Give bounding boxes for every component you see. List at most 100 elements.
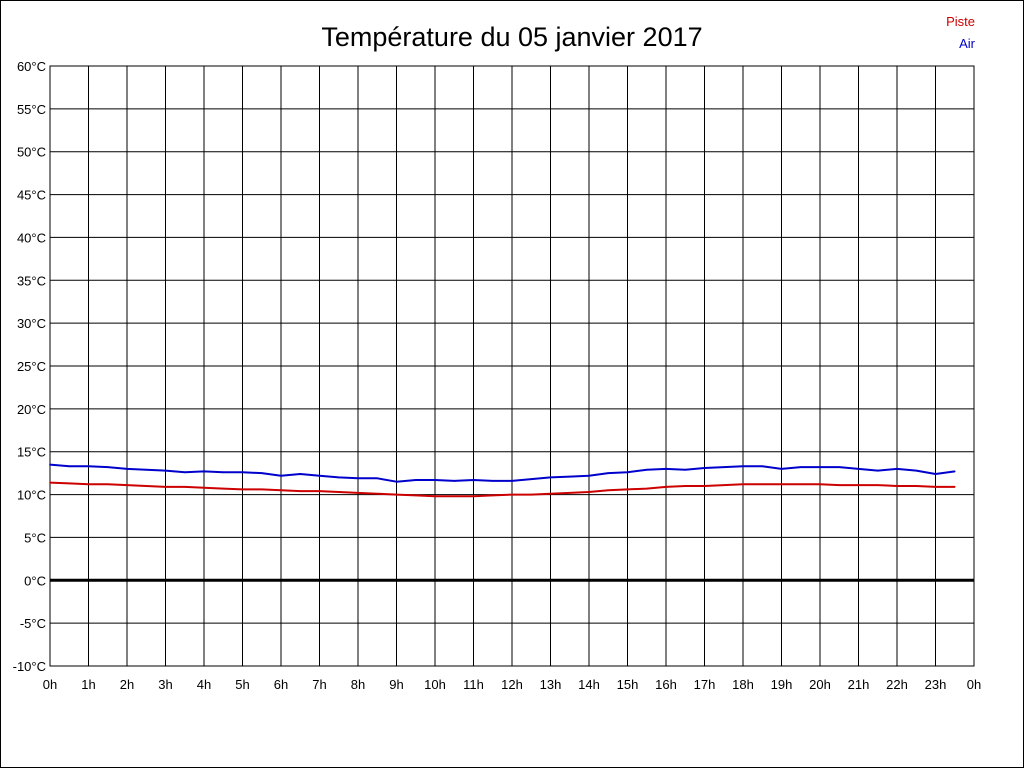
data-point-piste (896, 485, 898, 487)
data-point-piste (87, 483, 90, 486)
series-lines (49, 463, 956, 498)
data-point-air (684, 468, 687, 471)
series-line-piste (49, 481, 955, 498)
y-tick-label: 40°C (17, 230, 46, 245)
data-point-air (337, 476, 340, 479)
y-tick-label: 60°C (17, 59, 46, 74)
x-tick-label: 10h (424, 677, 446, 692)
data-point-piste (915, 485, 918, 487)
data-point-air (434, 479, 436, 481)
x-tick-label: 2h (120, 677, 134, 692)
data-point-air (164, 469, 167, 472)
data-point-piste (106, 483, 109, 486)
data-point-air (665, 468, 667, 470)
data-point-air (280, 474, 282, 477)
x-tick-label: 20h (809, 677, 831, 692)
data-point-piste (934, 486, 937, 488)
data-point-piste (645, 487, 648, 490)
data-point-air (703, 467, 706, 469)
y-tick-label: 5°C (24, 530, 46, 545)
data-point-air (549, 476, 552, 479)
data-point-air (395, 480, 398, 483)
data-point-piste (665, 486, 667, 488)
data-point-piste (876, 484, 879, 486)
data-point-air (183, 471, 186, 474)
data-point-air (876, 469, 879, 472)
x-tick-label: 16h (655, 677, 677, 692)
x-tick-label: 12h (501, 677, 523, 692)
data-point-piste (318, 490, 321, 492)
legend-entry-piste: Piste (946, 14, 975, 29)
data-point-piste (337, 491, 340, 493)
data-point-piste (68, 482, 71, 485)
legend-entry-air: Air (959, 36, 976, 51)
data-point-air (607, 472, 610, 474)
y-tick-label: -10°C (13, 659, 46, 674)
x-tick-label: 17h (694, 677, 716, 692)
data-point-air (953, 470, 956, 473)
data-point-air (742, 465, 744, 468)
x-tick-label: 9h (389, 677, 403, 692)
series-line-air (49, 463, 955, 483)
data-point-air (838, 466, 841, 468)
data-point-air (376, 477, 379, 480)
x-tick-label: 14h (578, 677, 600, 692)
data-point-air (761, 465, 764, 468)
x-tick-label: 22h (886, 677, 908, 692)
x-tick-label: 13h (540, 677, 562, 692)
data-point-piste (953, 486, 956, 488)
data-point-piste (857, 484, 860, 486)
data-point-air (241, 471, 244, 474)
data-point-air (318, 474, 321, 477)
data-point-piste (626, 488, 629, 491)
data-point-piste (183, 486, 186, 488)
data-point-air (260, 472, 263, 474)
data-point-air (49, 463, 51, 466)
data-point-piste (472, 495, 475, 498)
data-point-piste (780, 483, 783, 486)
y-tick-label: 55°C (17, 102, 46, 117)
data-point-piste (299, 490, 302, 492)
x-tick-label: 0h (43, 677, 57, 692)
data-point-piste (164, 486, 167, 488)
data-point-air (491, 480, 494, 482)
x-tick-label: 23h (925, 677, 947, 692)
data-point-air (799, 466, 802, 468)
data-point-piste (799, 483, 802, 486)
y-tick-label: 50°C (17, 145, 46, 160)
data-point-piste (145, 485, 148, 487)
data-point-piste (222, 487, 225, 490)
data-point-air (780, 468, 783, 470)
x-tick-label: 7h (312, 677, 326, 692)
y-tick-label: 0°C (24, 573, 46, 588)
y-tick-label: 45°C (17, 188, 46, 203)
y-tick-label: 10°C (17, 488, 46, 503)
data-point-air (453, 480, 456, 482)
data-point-air (222, 471, 225, 474)
data-point-piste (684, 485, 687, 487)
y-tick-label: 25°C (17, 359, 46, 374)
data-point-piste (819, 483, 821, 486)
data-point-air (357, 477, 359, 480)
data-point-air (722, 466, 725, 468)
x-tick-label: 3h (158, 677, 172, 692)
data-point-piste (530, 493, 533, 496)
data-point-piste (838, 484, 841, 486)
x-tick-label: 6h (274, 677, 288, 692)
data-point-piste (260, 488, 263, 491)
data-point-air (819, 466, 821, 468)
x-tick-label: 1h (81, 677, 95, 692)
data-point-air (530, 478, 533, 480)
x-tick-label: 0h (967, 677, 981, 692)
data-point-air (626, 471, 629, 474)
data-point-piste (607, 489, 610, 492)
data-point-piste (511, 493, 513, 496)
data-point-piste (280, 489, 282, 492)
y-tick-label: -5°C (20, 616, 46, 631)
y-tick-label: 15°C (17, 445, 46, 460)
x-tick-label: 19h (771, 677, 793, 692)
data-point-piste (549, 492, 552, 495)
y-tick-label: 30°C (17, 316, 46, 331)
data-point-air (896, 468, 898, 470)
